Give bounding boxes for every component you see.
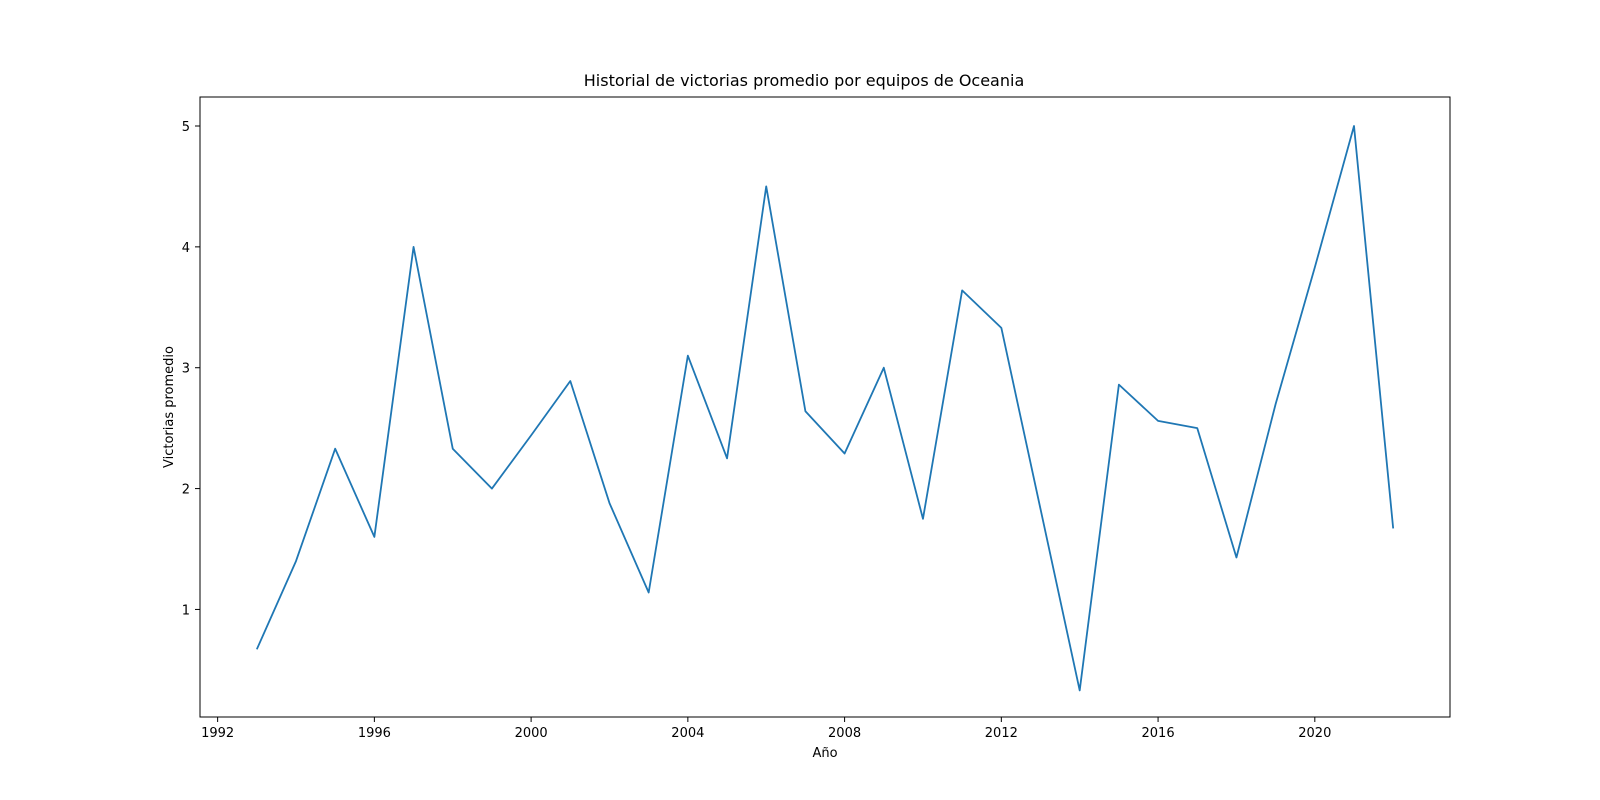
plot-area-frame [199, 96, 1451, 718]
series-layer [255, 125, 1395, 692]
y-tick-label: 3 [182, 362, 190, 377]
x-axis-label: Año [812, 746, 837, 761]
chart-title: Historial de victorias promedio por equi… [584, 71, 1025, 90]
x-axis: 1992 1996 2000 2004 2008 2012 2016 2020 [201, 717, 1331, 741]
y-axis-label: Victorias promedio [162, 346, 177, 468]
x-tick-label: 2000 [515, 726, 548, 741]
y-tick-label: 5 [182, 120, 190, 135]
y-tick-label: 4 [182, 241, 190, 256]
x-tick-label: 2004 [671, 726, 704, 741]
x-tick-label: 2012 [985, 726, 1018, 741]
y-tick-label: 1 [182, 603, 190, 618]
x-tick-label: 1996 [358, 726, 391, 741]
y-tick-label: 2 [182, 483, 190, 498]
x-tick-label: 2016 [1142, 726, 1175, 741]
y-axis: 1 2 3 4 5 [182, 120, 200, 618]
series-line [255, 125, 1395, 692]
x-tick-label: 2008 [828, 726, 861, 741]
x-tick-label: 2020 [1298, 726, 1331, 741]
x-tick-label: 1992 [201, 726, 234, 741]
